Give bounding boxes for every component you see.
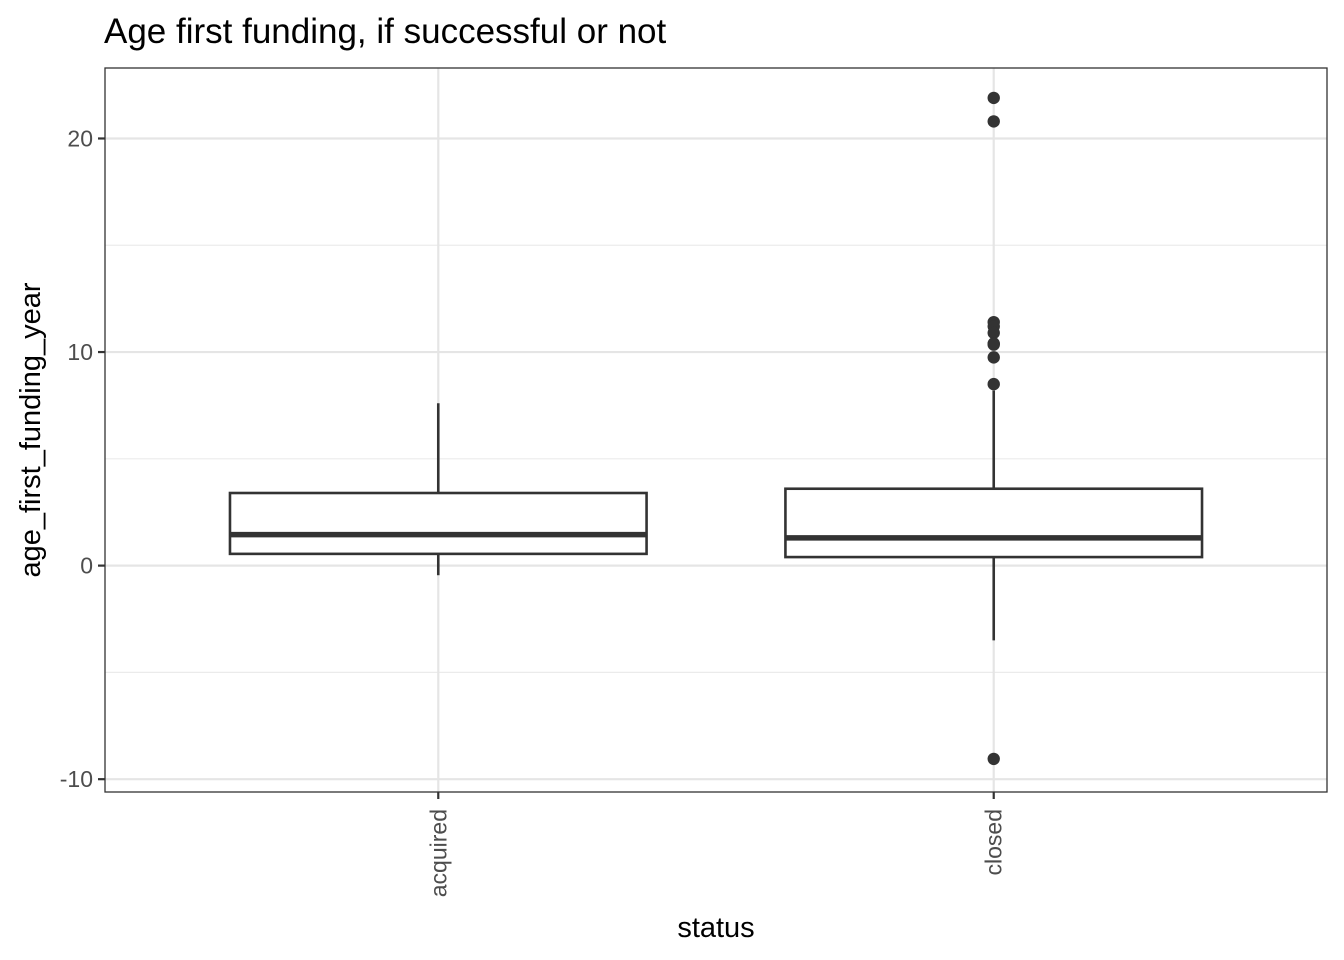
axes: -10 0 10 20 acquired closed — [60, 125, 1007, 897]
iqr-box — [228, 491, 648, 556]
outlier-point — [987, 115, 1000, 128]
x-tick-label: closed — [981, 809, 1007, 875]
box-acquired — [228, 403, 648, 576]
outlier-point — [987, 377, 1000, 391]
chart-title: Age first funding, if successful or not — [104, 12, 666, 51]
outlier-point — [987, 752, 1000, 766]
y-tick-label: 0 — [80, 553, 93, 579]
box-closed — [784, 91, 1204, 766]
outlier-point — [987, 91, 1000, 105]
outlier-point — [987, 326, 1000, 340]
y-axis-title: age_first_funding_year — [15, 282, 47, 577]
y-tick-label: 20 — [67, 125, 93, 151]
outlier-point — [987, 351, 1000, 364]
y-tick-label: 10 — [67, 339, 93, 365]
y-tick-label: -10 — [60, 766, 93, 792]
gridlines — [105, 68, 1327, 792]
iqr-box — [784, 487, 1204, 559]
outlier-point — [987, 338, 1000, 351]
x-tick-label: acquired — [425, 809, 451, 897]
box-layer — [228, 91, 1204, 766]
panel-border — [104, 67, 1328, 793]
x-axis-title: status — [677, 912, 754, 944]
